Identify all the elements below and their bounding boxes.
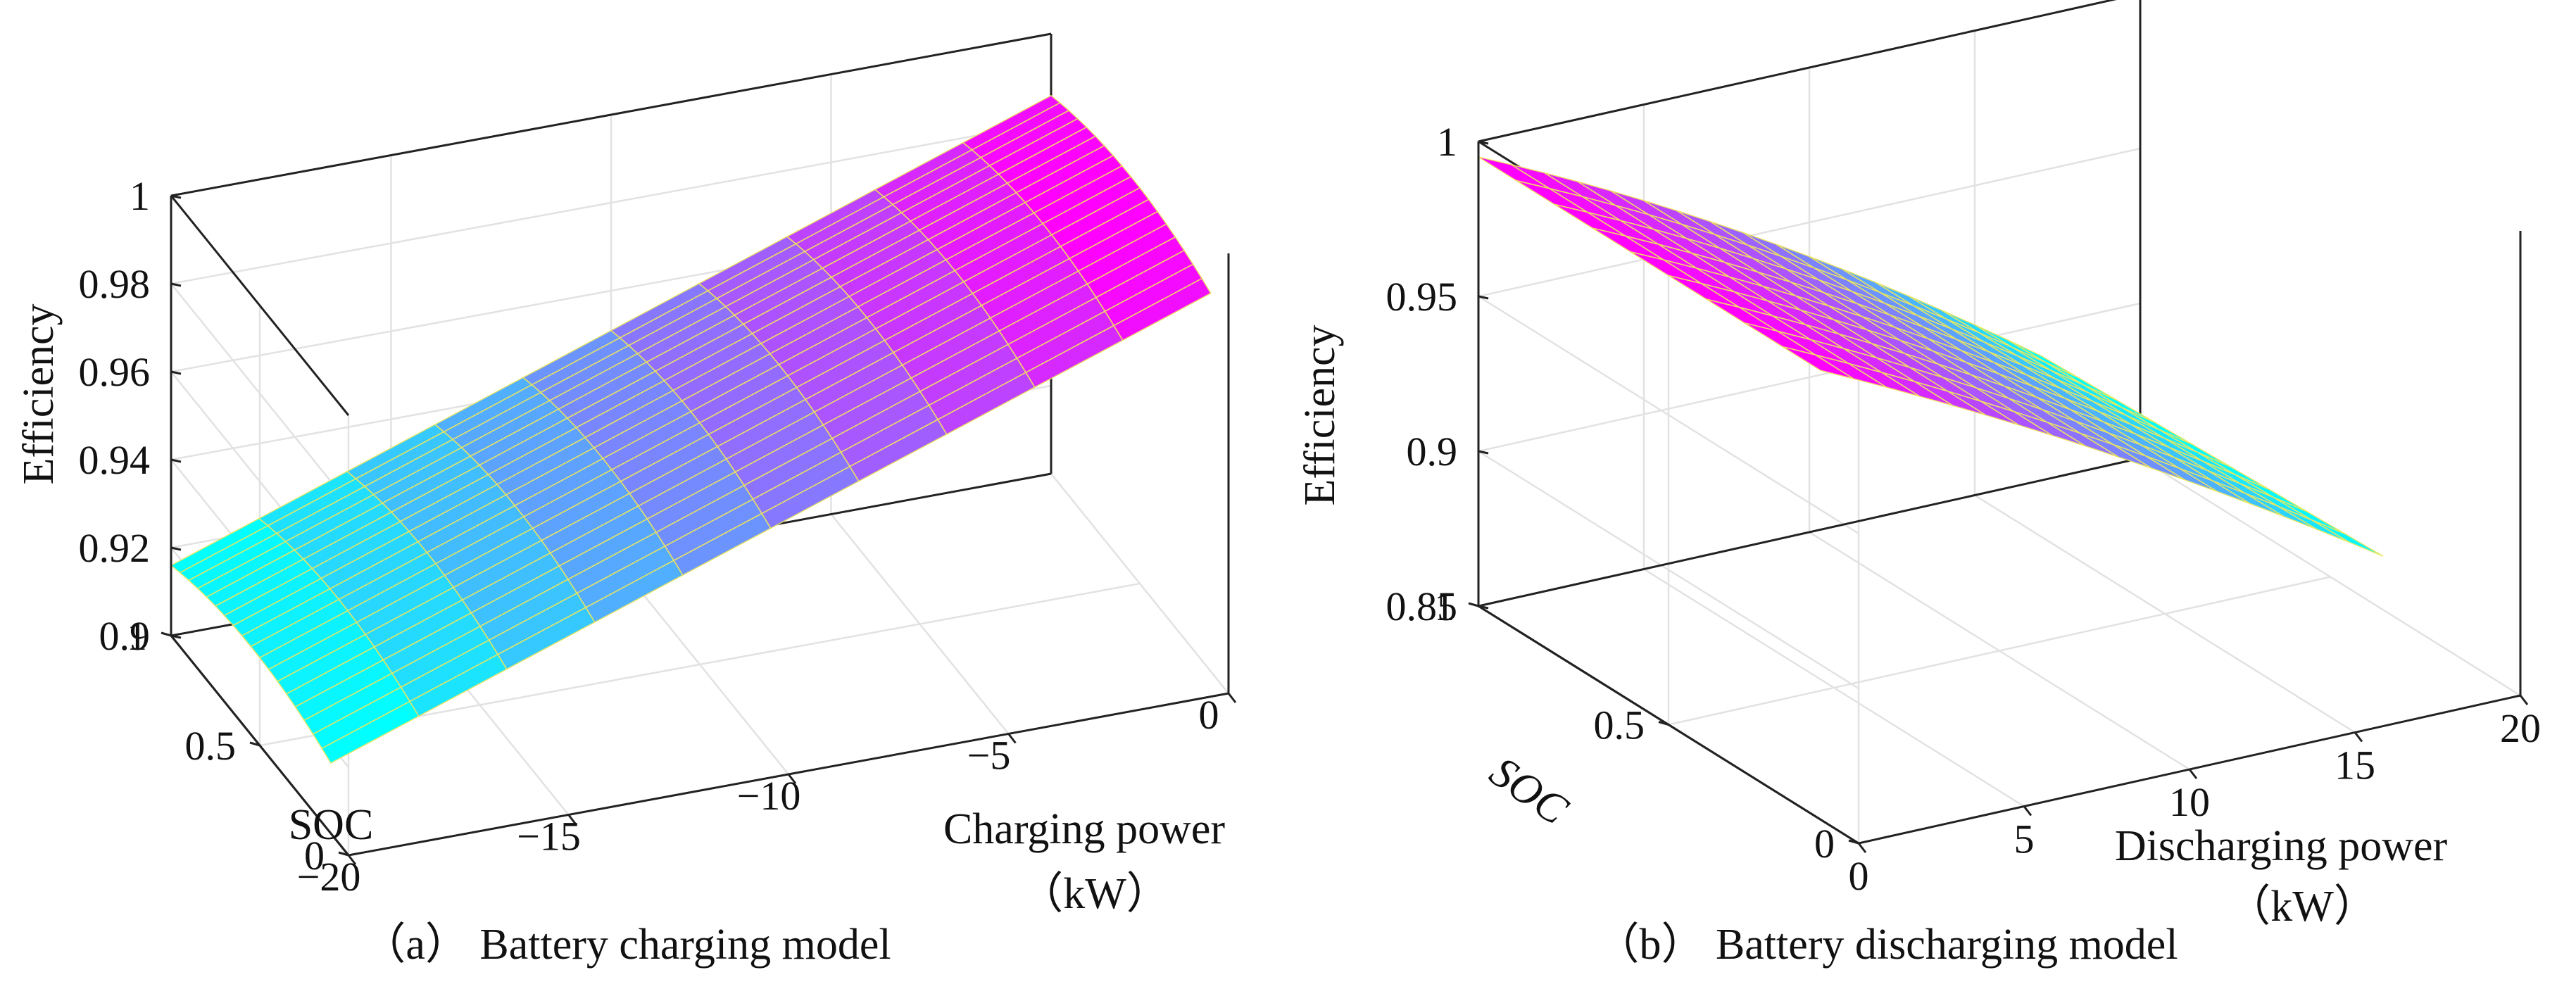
- box-back-edge: [170, 32, 1052, 197]
- z-tick-label: 0.94: [79, 437, 151, 483]
- x-tick-mark: [2354, 731, 2363, 743]
- grid-x-1: [1642, 104, 2025, 807]
- zlabel-a: Efficiency: [15, 303, 63, 484]
- y-tick-mark: [338, 851, 349, 857]
- x-tick-label: −5: [967, 733, 1011, 779]
- z-tick-mark: [1478, 295, 1489, 300]
- box-back-edge: [1478, 457, 2141, 607]
- z-tick-mark: [1478, 605, 1489, 610]
- y-tick-label: 0.5: [185, 723, 237, 769]
- x-tick-mark: [1227, 693, 1237, 703]
- caption-b: （b） Battery discharging model: [1595, 921, 2178, 969]
- x-tick-label: 20: [2500, 705, 2541, 751]
- y-tick-mark: [161, 631, 172, 637]
- x-tick-mark: [1007, 733, 1017, 744]
- x-tick-mark: [1857, 843, 1867, 853]
- xlabel-unit-b: （kW）: [2227, 883, 2377, 931]
- x-tick-label: −20: [297, 854, 361, 900]
- z-tick-label: 1: [1437, 119, 1457, 165]
- x-tick-mark: [2519, 695, 2529, 705]
- y-tick-label: 1: [1434, 584, 1455, 629]
- x-tick-label: 0: [1199, 692, 1219, 738]
- y-tick-mark: [249, 741, 260, 747]
- y-tick-label: 0: [1814, 821, 1835, 867]
- z-tick-mark: [1478, 450, 1489, 455]
- z-tick-mark: [170, 634, 182, 639]
- z-tick-label: 0.92: [79, 525, 151, 571]
- surface-discharging: [1478, 156, 2384, 557]
- x-tick-label: −10: [737, 773, 801, 819]
- z-tick-mark: [170, 458, 182, 463]
- caption-a: （a） Battery charging model: [362, 921, 891, 969]
- z-tick-mark: [170, 546, 182, 551]
- z-tick-label: 0.98: [79, 261, 151, 307]
- surface-patch: [1113, 277, 1212, 341]
- x-tick-label: 0: [1849, 853, 1869, 899]
- z-tick-label: 0.9: [99, 613, 151, 659]
- xlabel-a: Charging power: [943, 805, 1225, 853]
- x-tick-mark: [787, 774, 797, 784]
- z-tick-label: 0.9: [1407, 429, 1458, 474]
- x-tick-mark: [2188, 769, 2198, 779]
- x-tick-mark: [2023, 805, 2032, 817]
- surface-patch: [2278, 506, 2351, 543]
- y-tick-mark: [1468, 602, 1479, 607]
- x-tick-label: 15: [2335, 743, 2375, 788]
- x-tick-label: −15: [517, 814, 581, 859]
- z-tick-mark: [170, 194, 182, 199]
- zlabel-b: Efficiency: [1296, 325, 1344, 505]
- xlabel-b: Discharging power: [2115, 822, 2448, 870]
- x-tick-label: 5: [2014, 817, 2035, 862]
- x-tick-mark: [567, 814, 577, 825]
- z-tick-label: 1: [130, 173, 150, 219]
- z-tick-mark: [1478, 140, 1489, 145]
- grid-x-4: [2139, 0, 2521, 697]
- x-tick-mark: [347, 855, 357, 865]
- box-back-edge: [1478, 0, 2117, 143]
- y-tick-mark: [1848, 839, 1859, 845]
- surface-charging: [170, 94, 1212, 764]
- y-tick-label: 0: [304, 833, 325, 878]
- y-tick-mark: [1658, 721, 1669, 726]
- box-back-edge: [170, 195, 350, 416]
- z-tick-label: 0.85: [1386, 584, 1458, 629]
- z-tick-mark: [170, 370, 182, 375]
- surface-patch: [2311, 519, 2384, 557]
- ylabel-a: SOC: [289, 801, 374, 849]
- x-tick-label: 10: [2169, 779, 2210, 825]
- z-tick-mark: [170, 282, 182, 287]
- ylabel-b: SOC: [1481, 748, 1576, 834]
- y-tick-label: 0.5: [1594, 703, 1645, 748]
- z-tick-label: 0.96: [79, 349, 151, 395]
- z-tick-label: 0.95: [1386, 274, 1458, 320]
- xlabel-unit-a: （kW）: [1019, 870, 1170, 918]
- y-tick-label: 1: [127, 613, 147, 659]
